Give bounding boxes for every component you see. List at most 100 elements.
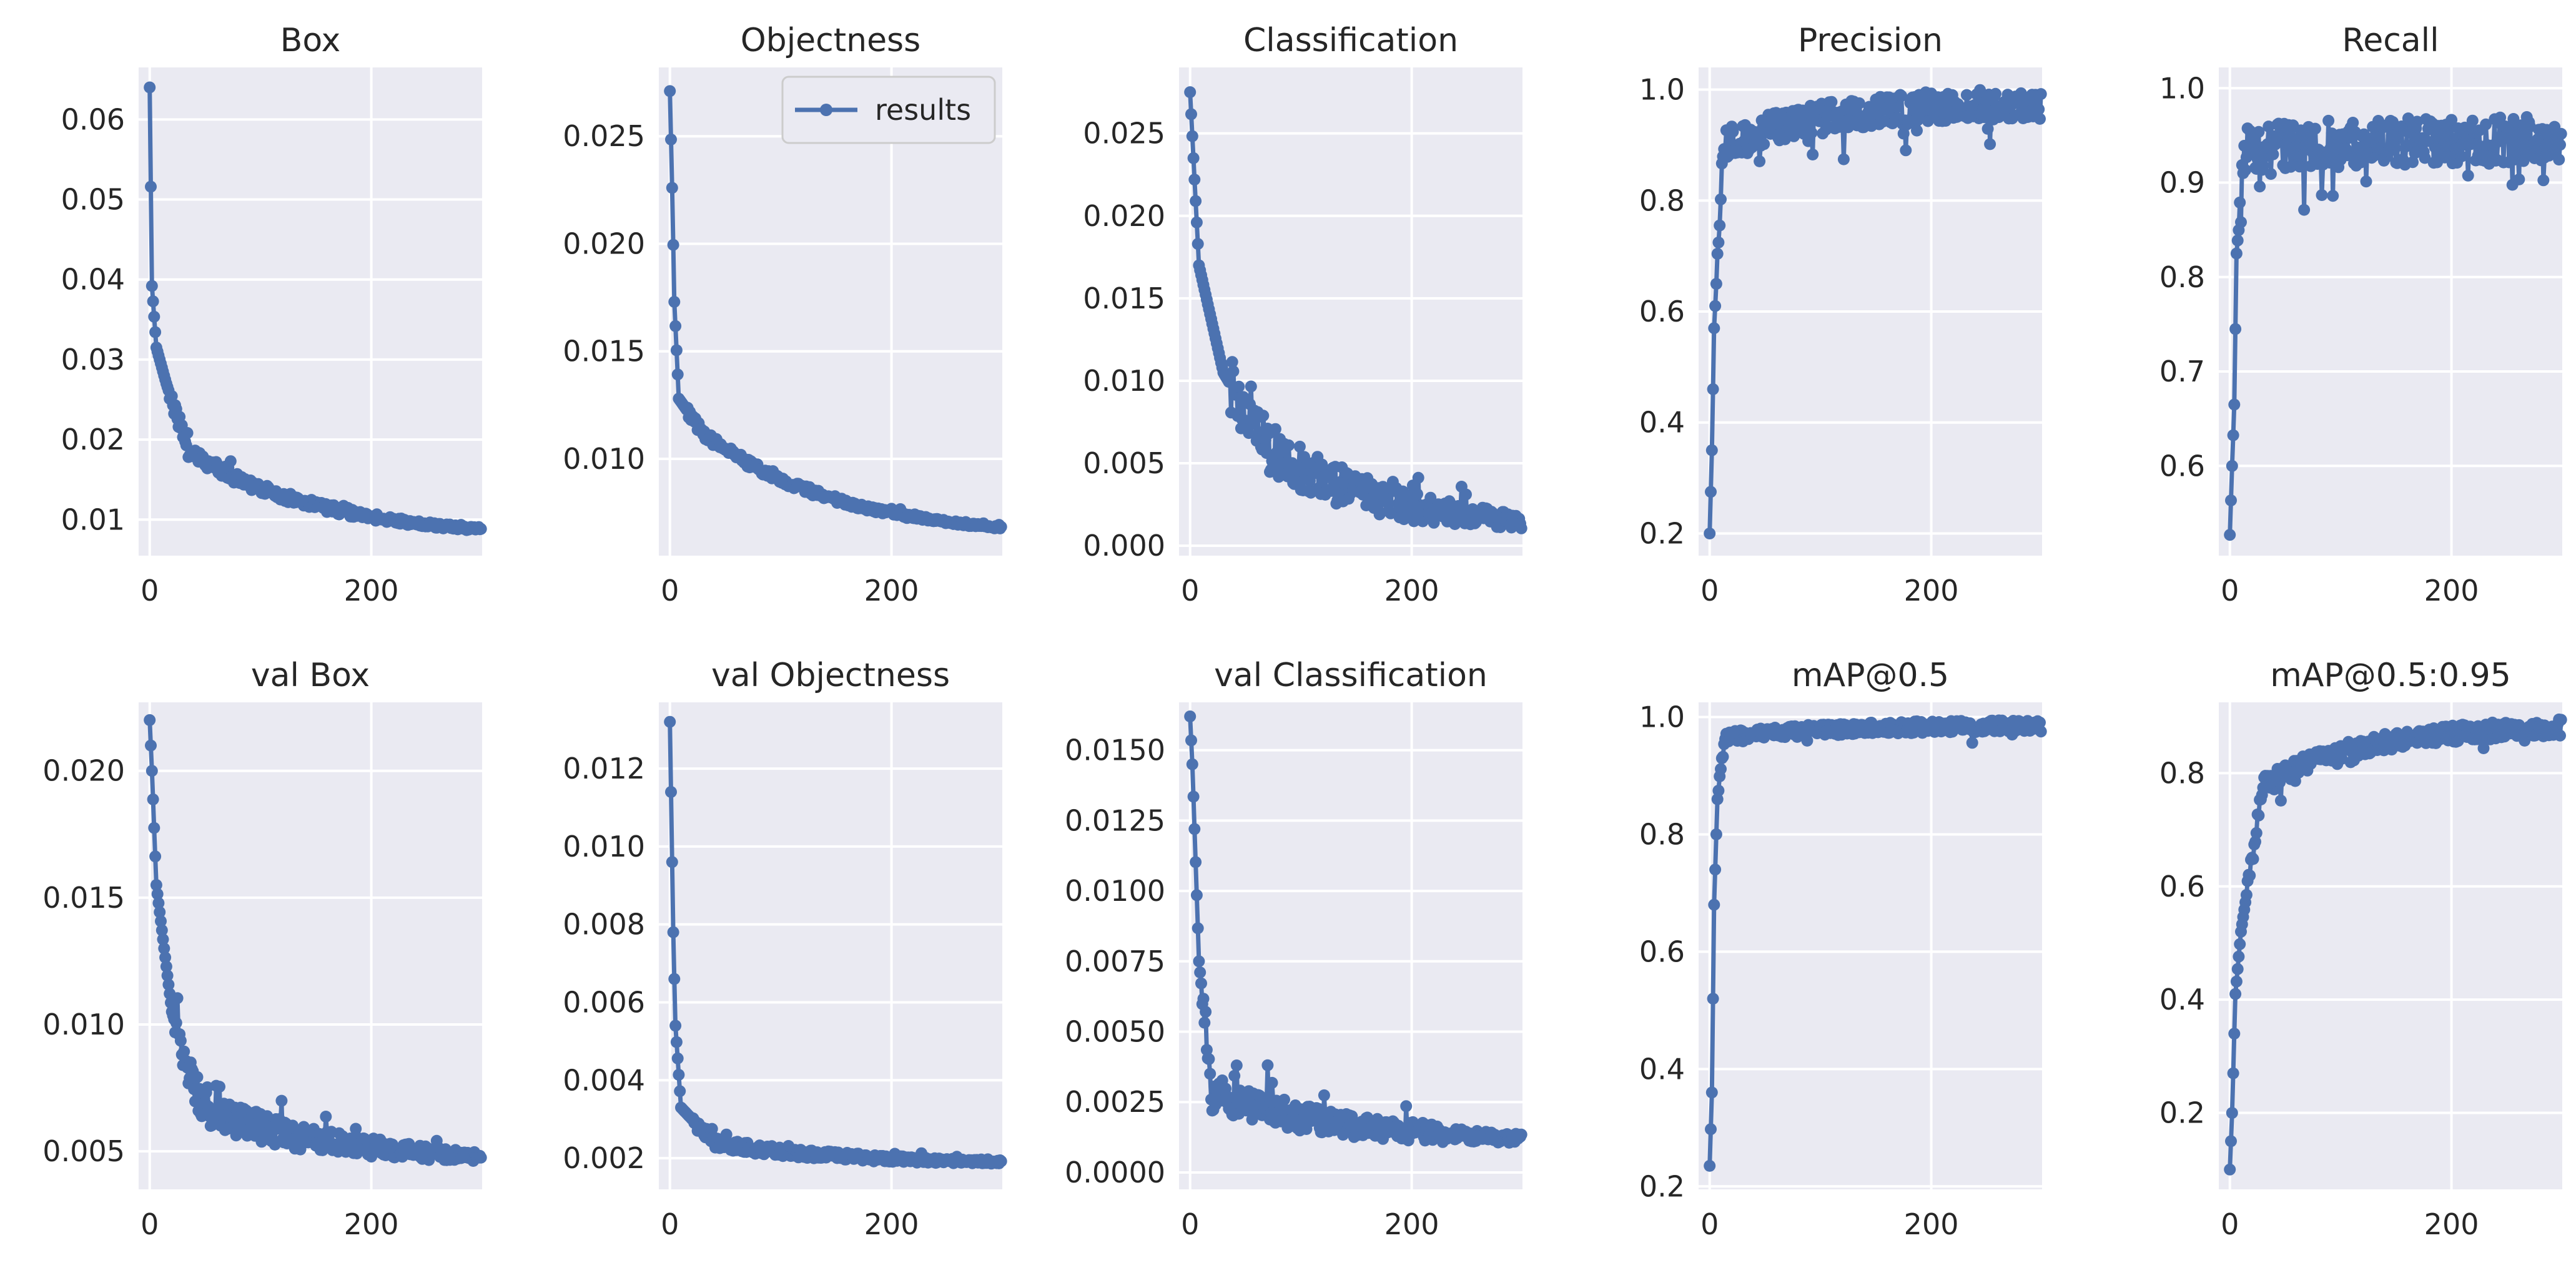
data-point [2254, 180, 2266, 193]
x-tick-label: 200 [344, 1207, 399, 1241]
data-point [1715, 763, 1727, 775]
data-point [2455, 150, 2467, 162]
data-point [1825, 96, 1838, 108]
data-point [1710, 828, 1722, 840]
y-tick-label: 0.010 [1083, 364, 1165, 398]
data-point [1190, 889, 1203, 902]
data-point [1412, 471, 1424, 484]
data-point [2274, 794, 2287, 807]
data-point [148, 310, 160, 323]
data-point [2460, 124, 2472, 136]
data-point [665, 786, 677, 798]
data-point [2226, 1107, 2238, 1119]
data-point [1974, 84, 1986, 96]
data-point [2225, 494, 2237, 506]
data-point [162, 978, 175, 991]
data-point [2322, 114, 2335, 127]
data-point [144, 714, 156, 726]
data-point [1704, 1159, 1716, 1172]
data-point [1318, 1089, 1330, 1101]
data-point [1705, 1123, 1717, 1136]
y-tick-label: 0.6 [2159, 449, 2205, 483]
data-point [1712, 784, 1725, 797]
y-tick-label: 0.03 [61, 343, 125, 376]
x-tick-label: 0 [1181, 1207, 1199, 1241]
data-point [475, 523, 487, 535]
panel-box: Box 0 200 0.01 0.02 0.03 0.04 0.05 0.06 [61, 22, 487, 607]
data-point [151, 888, 164, 900]
data-point [1195, 977, 1207, 990]
data-point [2015, 87, 2027, 99]
data-point [1190, 195, 1202, 207]
y-tick-label: 0.6 [1639, 295, 1685, 328]
data-point [1227, 365, 1240, 378]
data-point [154, 906, 166, 918]
series-markers [664, 85, 1007, 534]
y-tick-label: 0.4 [2159, 983, 2205, 1016]
data-point [2033, 103, 2045, 115]
y-tick-label: 0.010 [42, 1008, 125, 1041]
chart-title: mAP@0.5 [1792, 657, 1949, 694]
data-point [152, 897, 165, 909]
data-point [1186, 758, 1198, 770]
y-tick-label: 0.2 [1639, 516, 1685, 550]
data-point [275, 1094, 288, 1107]
data-point [1266, 1076, 1278, 1089]
data-point [1754, 155, 1766, 167]
y-tick-label: 0.06 [61, 102, 125, 136]
data-point [1257, 410, 1270, 422]
y-tick-label: 0.020 [563, 227, 645, 260]
data-point [2244, 869, 2256, 882]
data-point [147, 793, 159, 805]
data-point [1203, 1053, 1215, 1065]
data-point [666, 182, 678, 194]
y-tick-label: 0.6 [1639, 935, 1685, 968]
y-tick-label: 0.0050 [1065, 1015, 1165, 1049]
data-point [214, 1081, 225, 1093]
data-point [2226, 459, 2238, 472]
y-tick-label: 0.8 [2159, 260, 2205, 294]
x-tick-label: 0 [661, 574, 679, 607]
data-point [1230, 1059, 1243, 1071]
data-point [995, 521, 1007, 533]
data-point [2247, 139, 2259, 151]
y-tick-label: 0.020 [42, 754, 125, 788]
series-markers [144, 714, 487, 1167]
data-point [664, 715, 676, 728]
data-point [2419, 152, 2431, 164]
data-point [224, 455, 237, 468]
y-tick-label: 0.6 [2159, 870, 2205, 903]
y-tick-label: 0.2 [2159, 1096, 2205, 1130]
data-point [2224, 529, 2236, 541]
y-tick-label: 0.025 [563, 119, 645, 153]
data-point [1190, 216, 1203, 229]
data-point [668, 296, 681, 308]
data-point [668, 973, 681, 985]
data-point [1966, 737, 1978, 749]
data-point [2230, 975, 2243, 988]
data-point [2477, 742, 2490, 754]
data-point [1188, 174, 1201, 186]
series-markers [2224, 713, 2567, 1176]
data-point [670, 344, 683, 356]
y-tick-label: 0.004 [563, 1063, 645, 1097]
data-point [1705, 1086, 1718, 1099]
y-tick-label: 0.0025 [1065, 1085, 1165, 1119]
legend-marker-swatch [820, 104, 832, 116]
y-tick-label: 1.0 [1639, 700, 1685, 734]
data-point [2267, 148, 2279, 160]
y-tick-label: 0.4 [1639, 1052, 1685, 1086]
data-point [2298, 204, 2311, 216]
data-point [1187, 790, 1200, 803]
data-point [1710, 278, 1722, 290]
data-point [1190, 856, 1202, 868]
data-point [1424, 491, 1437, 504]
data-point [2035, 88, 2047, 101]
y-tick-label: 0.8 [1639, 817, 1685, 851]
data-point [2240, 888, 2253, 901]
data-point [1226, 356, 1238, 368]
data-point [2227, 429, 2239, 441]
data-point [2520, 129, 2532, 142]
plot-area [659, 702, 1002, 1189]
data-point [669, 320, 682, 332]
